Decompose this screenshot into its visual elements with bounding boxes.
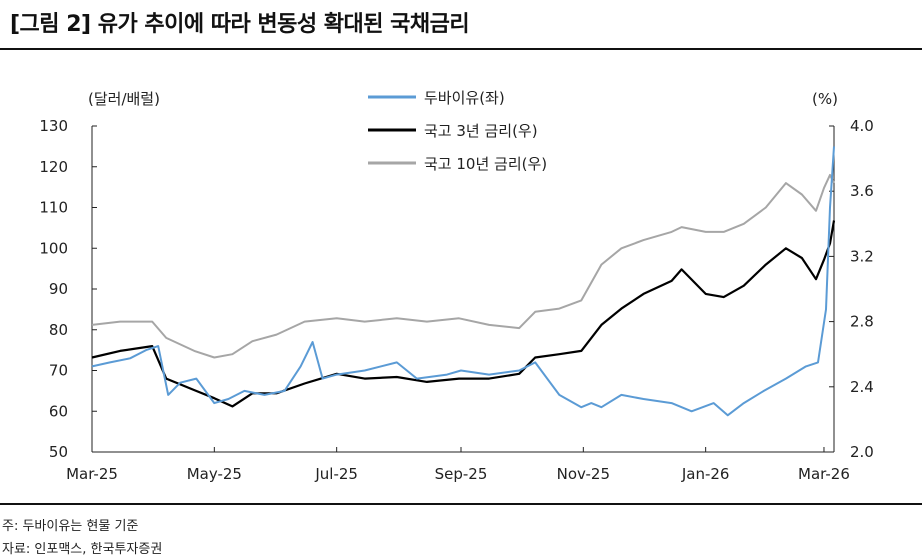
title-rule <box>0 48 922 50</box>
bottom-rule <box>0 503 922 505</box>
source-note: 자료: 인포맥스, 한국투자증권 <box>2 542 163 557</box>
y-right-tick-label: 4.0 <box>850 117 874 135</box>
series-line-3 <box>91 173 835 359</box>
footnote: 주: 두바이유는 현물 기준 <box>2 519 139 534</box>
y-right-tick-label: 3.2 <box>850 247 874 265</box>
y-left-tick-label: 120 <box>39 158 68 176</box>
x-tick-label: Jan-26 <box>681 465 730 483</box>
legend-label-2: 국고 3년 금리(우) <box>424 122 538 140</box>
x-tick-label: Nov-25 <box>557 465 610 483</box>
y-right-tick-label: 2.0 <box>850 443 874 461</box>
y-right-unit-label: (%) <box>812 90 838 108</box>
line-chart: 50 60 70 80 90 100 110 120 130 2.0 2.4 2.8 3.2 3.6 4.0… <box>39 89 874 483</box>
y-left-tick-label: 110 <box>39 199 68 217</box>
series-line-2 <box>91 220 836 408</box>
y-left-tick-label: 100 <box>39 239 68 257</box>
x-tick-label: Jul-25 <box>314 465 358 483</box>
y-left-tick-label: 70 <box>49 362 68 380</box>
y-left-unit-label: (달러/배럴) <box>88 90 160 108</box>
y-right-tick-label: 2.4 <box>850 378 874 396</box>
x-tick-label: Mar-26 <box>798 465 850 483</box>
y-left-tick-label: 80 <box>49 321 68 339</box>
x-tick-label: Mar-25 <box>66 465 118 483</box>
series-line-1 <box>91 146 835 417</box>
y-left-tick-label: 130 <box>39 117 68 135</box>
y-left-tick-label: 60 <box>49 402 68 420</box>
y-right-tick-label: 2.8 <box>850 313 874 331</box>
y-left-tick-label: 50 <box>49 443 68 461</box>
x-tick-label: Sep-25 <box>435 465 488 483</box>
legend-label-1: 두바이유(좌) <box>424 89 505 107</box>
chart-title: [그림 2] 유가 추이에 따라 변동성 확대된 국채금리 <box>10 12 470 37</box>
y-right-tick-label: 3.6 <box>850 182 874 200</box>
x-tick-label: May-25 <box>187 465 242 483</box>
legend-label-3: 국고 10년 금리(우) <box>424 155 547 173</box>
y-left-tick-label: 90 <box>49 280 68 298</box>
